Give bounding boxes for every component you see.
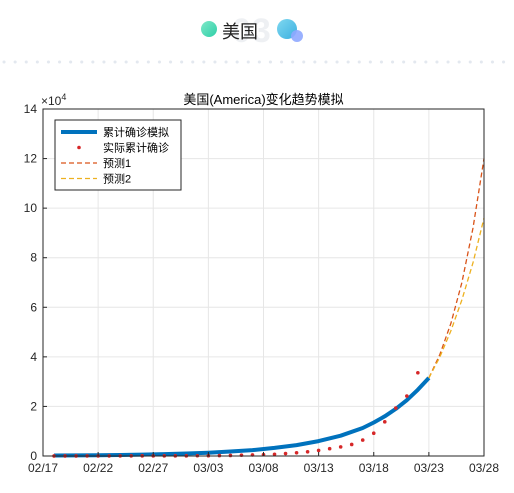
data-point [316, 448, 321, 453]
data-point [338, 445, 343, 449]
x-tick-label: 03/28 [469, 461, 499, 475]
data-point [360, 438, 365, 442]
x-tick-label: 03/08 [248, 461, 278, 475]
legend-label: 预测2 [103, 173, 131, 186]
y-tick-label: 0 [30, 449, 37, 463]
data-point [371, 431, 376, 436]
x-tick-label: 02/22 [83, 461, 113, 475]
series-line [428, 158, 485, 379]
y-tick-label: 4 [30, 350, 37, 364]
legend-marker [77, 145, 81, 150]
data-point [394, 406, 398, 410]
y-tick-label: 8 [30, 251, 37, 265]
x-tick-label: 02/17 [28, 461, 58, 475]
y-tick-label: 14 [24, 102, 38, 116]
axes: 02/17 02/22 02/27 03/03 03/08 03/13 03/18 03/23… [24, 102, 500, 475]
y-tick-label: 2 [30, 399, 37, 413]
x-tick-label: 03/03 [193, 461, 223, 475]
legend-label: 累计确诊模拟 [103, 125, 169, 139]
dotted-divider [2, 60, 512, 64]
y-tick-label: 12 [24, 152, 38, 166]
x-tick-label: 03/18 [359, 461, 389, 475]
legend-label: 预测1 [103, 157, 131, 170]
mint-dot-icon [201, 21, 217, 37]
legend-label: 实际累计确诊 [103, 141, 169, 155]
section-title: 美国 [222, 22, 258, 43]
purple-dot-icon [291, 30, 303, 42]
section-number: 03 [232, 12, 272, 50]
series-layer [52, 158, 485, 458]
data-point [305, 449, 310, 454]
data-point [283, 451, 288, 456]
data-point [294, 450, 299, 455]
data-point [416, 370, 420, 375]
data-point [382, 420, 387, 424]
x-tick-label: 02/27 [138, 461, 168, 475]
y-tick-label: 6 [30, 300, 37, 314]
series-line [428, 217, 485, 379]
data-point [349, 442, 354, 447]
data-point [405, 394, 409, 398]
data-point [228, 453, 233, 458]
series-line [53, 376, 431, 458]
x-tick-label: 03/23 [414, 461, 444, 475]
y-tick-label: 10 [24, 201, 38, 215]
y-exponent-label: ×104 [41, 92, 66, 108]
chart-title: 美国(America)变化趋势模拟 [183, 92, 343, 107]
section-header: 03 美国 [0, 0, 514, 70]
data-point [327, 446, 332, 451]
data-point [272, 452, 277, 457]
x-tick-label: 03/13 [304, 461, 334, 475]
